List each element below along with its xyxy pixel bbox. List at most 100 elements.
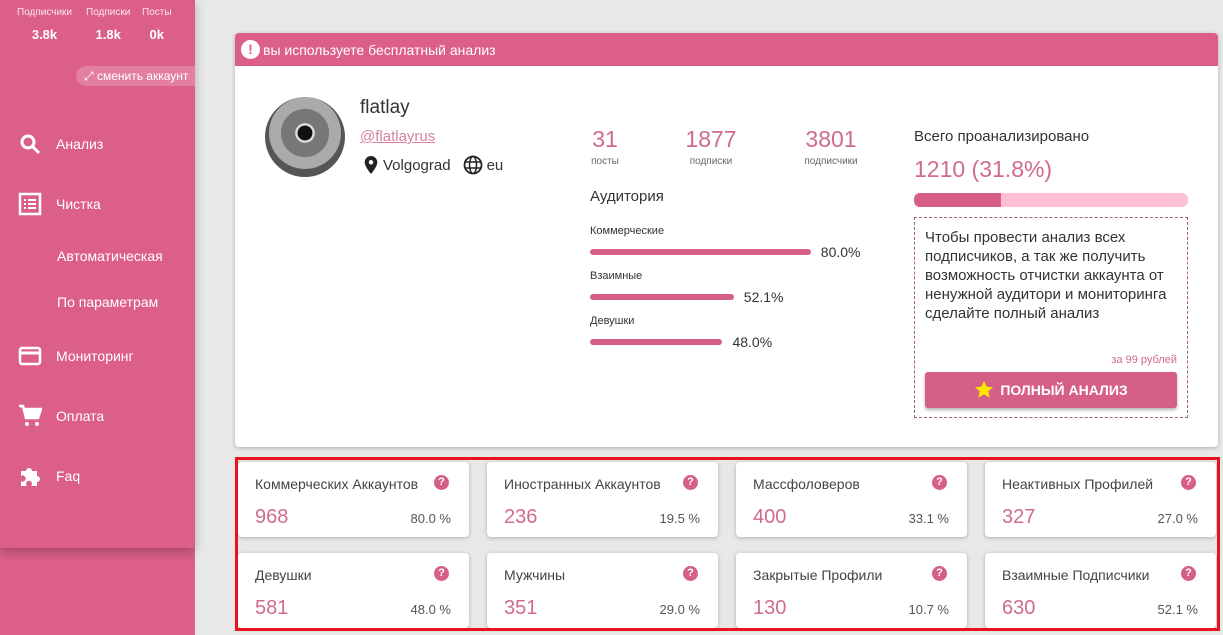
audience-value: 48.0%	[732, 334, 773, 350]
help-icon[interactable]: ?	[434, 566, 449, 581]
stat-posts: Посты 0k	[142, 7, 172, 42]
search-icon	[20, 134, 41, 155]
stat-card-title: Закрытые Профили	[753, 567, 883, 583]
stat-card-value: 130	[753, 597, 787, 619]
switch-account-label: сменить аккаунт	[96, 69, 189, 83]
profile-location: Volgograd eu	[363, 155, 503, 175]
stat-card-value: 327	[1002, 506, 1036, 528]
count-posts: 31 посты	[590, 126, 620, 167]
stat-card-percent: 10.7 %	[908, 602, 949, 617]
stat-card-title: Девушки	[255, 567, 312, 583]
stat-value: 1.8k	[95, 27, 121, 42]
nav-params[interactable]: По параметрам	[57, 294, 159, 310]
audience-item: Взаимные 52.1%	[590, 270, 861, 305]
nav-label: Чистка	[56, 196, 101, 212]
nav-label: Мониторинг	[56, 348, 134, 364]
audience-bar	[590, 294, 734, 300]
stat-label: Подписки	[86, 7, 131, 18]
list-icon	[18, 192, 42, 216]
stat-card: Взаимные Подписчики? 630 52.1 %	[985, 553, 1216, 628]
nav-label: Оплата	[56, 408, 105, 424]
stat-card-percent: 27.0 %	[1157, 511, 1198, 526]
audience-title: Аудитория	[590, 188, 664, 205]
analysis-progress-bar	[914, 193, 1188, 207]
total-title: Всего проанализировано	[914, 128, 1090, 145]
full-analysis-button[interactable]: ПОЛНЫЙ АНАЛИЗ	[925, 372, 1177, 408]
count-value: 3801	[805, 126, 857, 152]
stat-card: Коммерческих Аккаунтов? 968 80.0 %	[238, 462, 469, 537]
stat-card-title: Неактивных Профилей	[1002, 476, 1154, 492]
audience-bar	[590, 249, 811, 255]
count-followers: 3801 подписчики	[797, 126, 865, 167]
stat-value: 3.8k	[31, 27, 58, 42]
nav-cleaning[interactable]: Чистка	[18, 192, 101, 216]
stat-card-title: Взаимные Подписчики	[1002, 567, 1150, 583]
count-value: 31	[592, 126, 618, 152]
stat-card: Массфоловеров? 400 33.1 %	[736, 462, 967, 537]
stat-value: 0k	[149, 27, 164, 42]
stat-card-value: 236	[504, 506, 538, 528]
help-icon[interactable]: ?	[434, 475, 449, 490]
stat-label: Подписчики	[17, 7, 73, 18]
nav-label: Анализ	[56, 136, 104, 152]
audience-bar	[590, 339, 723, 345]
profile-handle-link[interactable]: @flatlayrus	[360, 128, 436, 145]
puzzle-icon	[21, 468, 40, 486]
free-analysis-banner: ! вы используете бесплатный анализ	[235, 33, 1218, 66]
stat-card-percent: 19.5 %	[659, 511, 700, 526]
progress-fill	[914, 193, 1002, 207]
promo-price: за 99 рублей	[1111, 354, 1177, 366]
stat-card-title: Иностранных Аккаунтов	[504, 476, 661, 492]
count-label: подписки	[689, 156, 733, 167]
help-icon[interactable]: ?	[1181, 566, 1196, 581]
count-value: 1877	[685, 126, 737, 152]
nav-auto[interactable]: Автоматическая	[57, 248, 163, 264]
profile-card: ! вы используете бесплатный анализ flatla…	[235, 33, 1218, 447]
audience-label: Девушки	[590, 315, 635, 327]
audience-item: Девушки 48.0%	[590, 315, 861, 350]
card-icon	[18, 346, 42, 366]
stat-following: Подписки 1.8k	[86, 7, 130, 42]
stat-card-value: 968	[255, 506, 289, 528]
cart-icon	[19, 404, 42, 426]
count-label: посты	[591, 156, 619, 167]
help-icon[interactable]: ?	[1181, 475, 1196, 490]
avatar	[265, 97, 345, 177]
nav-label: Faq	[56, 468, 81, 484]
help-icon[interactable]: ?	[683, 566, 698, 581]
nav-analysis[interactable]: Анализ	[18, 132, 103, 156]
audience-value: 52.1%	[743, 289, 784, 305]
nav-faq[interactable]: Faq	[18, 464, 80, 488]
lang-text: eu	[486, 156, 504, 174]
stat-card: Неактивных Профилей? 327 27.0 %	[985, 462, 1216, 537]
nav-monitoring[interactable]: Мониторинг	[18, 344, 134, 368]
sidebar-panel: Подписчики 3.8k Подписки 1.8k Посты 0k ⤢ см…	[0, 0, 195, 548]
audience-label: Взаимные	[590, 270, 643, 282]
switch-account-button[interactable]: ⤢ сменить аккаунт	[76, 66, 195, 86]
help-icon[interactable]: ?	[683, 475, 698, 490]
stat-card-title: Мужчины	[504, 567, 566, 583]
stat-card: Иностранных Аккаунтов? 236 19.5 %	[487, 462, 718, 537]
audience-value: 80.0%	[820, 244, 861, 260]
sidebar: Подписчики 3.8k Подписки 1.8k Посты 0k ⤢ см…	[0, 0, 195, 635]
help-icon[interactable]: ?	[932, 566, 947, 581]
promo-box: Чтобы провести анализ всех подписчиков, …	[914, 217, 1188, 418]
star-icon	[975, 380, 994, 398]
highlight-frame	[235, 457, 1220, 631]
stat-card-title: Коммерческих Аккаунтов	[255, 476, 419, 492]
stat-label: Посты	[142, 7, 172, 18]
location-text: Volgograd	[383, 156, 451, 174]
audience-list: Коммерческие 80.0% Взаимные 52.1% Девушки 48.…	[590, 225, 861, 350]
swap-icon: ⤢	[84, 69, 97, 83]
stat-card-value: 400	[753, 506, 787, 528]
stat-card-value: 581	[255, 597, 289, 619]
globe-icon	[463, 155, 482, 175]
stat-card-percent: 29.0 %	[659, 602, 700, 617]
nav-payment[interactable]: Оплата	[18, 404, 104, 428]
stat-card: Мужчины? 351 29.0 %	[487, 553, 718, 628]
help-icon[interactable]: ?	[932, 475, 947, 490]
audience-item: Коммерческие 80.0%	[590, 225, 861, 260]
stat-card-percent: 48.0 %	[410, 602, 451, 617]
location-pin-icon	[364, 156, 378, 174]
stat-card: Закрытые Профили? 130 10.7 %	[736, 553, 967, 628]
